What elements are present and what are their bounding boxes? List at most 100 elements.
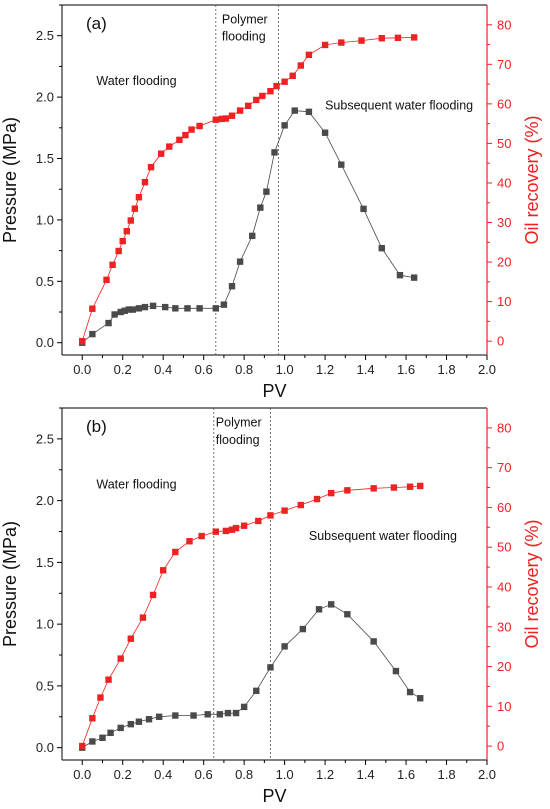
recovery-point	[253, 96, 260, 104]
recovery-point	[417, 482, 424, 490]
recovery-point	[89, 305, 96, 312]
right-tick-label: 80	[497, 420, 511, 435]
right-axis-title: Oil recovery (%)	[522, 519, 542, 648]
pressure-point	[155, 713, 163, 720]
x-tick-label: 2.0	[478, 767, 496, 782]
recovery-point	[313, 495, 321, 503]
recovery-point	[212, 528, 220, 535]
pressure-point	[204, 711, 211, 718]
pressure-point	[291, 107, 298, 114]
pressure-point	[236, 258, 244, 265]
recovery-point	[344, 487, 351, 494]
x-axis-title: PV	[262, 786, 286, 806]
recovery-point	[172, 548, 179, 556]
pressure-point	[240, 703, 248, 711]
pressure-point	[417, 695, 424, 702]
recovery-point	[267, 512, 274, 519]
x-tick-label: 0.6	[195, 767, 213, 782]
pressure-point	[135, 305, 143, 312]
panel-b: 0.0 0.2 0.4 0.6 0.8 1.0 1.2 1.4 1.6 1.8 2.0 0.0 0.5 1…	[0, 407, 542, 806]
recovery-point	[166, 143, 173, 150]
pressure-point	[315, 606, 323, 613]
recovery-point	[127, 635, 135, 642]
recovery-point	[406, 483, 414, 490]
recovery-point	[267, 88, 274, 95]
recovery-point	[135, 194, 143, 201]
left-tick-label: 0.0	[36, 335, 54, 350]
pressure-point	[249, 232, 256, 240]
x-tick-label: 1.8	[437, 362, 455, 377]
recovery-point	[370, 485, 377, 492]
recovery-point	[147, 163, 155, 171]
recovery-point	[273, 82, 280, 90]
recovery-point	[123, 228, 130, 235]
recovery-point	[228, 526, 236, 533]
pressure-point	[299, 625, 307, 633]
pressure-point	[89, 738, 96, 745]
right-tick-label: 60	[497, 500, 511, 515]
pressure-point	[111, 311, 118, 318]
recovery-point	[159, 567, 167, 574]
x-tick-label: 0.8	[235, 362, 253, 377]
pressure-point	[228, 283, 236, 290]
recovery-point	[297, 501, 305, 509]
pressure-point	[257, 204, 264, 211]
x-tick-label: 0.4	[154, 362, 172, 377]
right-tick-label: 70	[497, 460, 511, 475]
left-axis-title: Pressure (MPa)	[0, 117, 20, 243]
left-tick-label: 1.0	[36, 212, 54, 227]
pressure-point	[145, 716, 153, 723]
right-tick-label: 50	[497, 136, 511, 151]
recovery-point	[232, 524, 240, 532]
x-tick-label: 1.4	[357, 362, 375, 377]
pressure-point	[216, 711, 224, 718]
recovery-point	[244, 102, 252, 110]
x-tick-label: 0.0	[73, 362, 91, 377]
recovery-point	[103, 276, 110, 284]
left-tick-label: 1.0	[36, 617, 54, 632]
recovery-point	[394, 34, 402, 42]
left-tick-label: 0.0	[36, 740, 54, 755]
recovery-point	[109, 261, 116, 269]
pressure-point	[141, 303, 149, 311]
recovery-point	[259, 92, 266, 100]
x-tick-label: 1.6	[397, 362, 415, 377]
pressure-point	[263, 188, 270, 195]
recovery-point	[117, 655, 124, 662]
pressure-point	[338, 161, 345, 168]
x-tick-label: 1.2	[316, 362, 334, 377]
recovery-point	[149, 591, 157, 599]
pressure-point	[129, 306, 137, 313]
x-tick-label: 0.6	[195, 362, 213, 377]
recovery-point	[218, 115, 226, 123]
recovery-point	[157, 150, 165, 157]
pressure-point	[370, 638, 377, 645]
left-axis-title: Pressure (MPa)	[0, 521, 20, 647]
left-tick-label: 2.5	[36, 28, 54, 43]
annotation: flooding	[222, 30, 266, 44]
recovery-point	[139, 614, 147, 621]
recovery-point	[105, 676, 112, 683]
recovery-point	[89, 715, 96, 722]
right-tick-label: 30	[497, 215, 511, 230]
recovery-point	[198, 532, 205, 540]
pressure-point	[281, 122, 288, 129]
left-tick-label: 0.5	[36, 678, 54, 693]
x-tick-label: 1.8	[437, 767, 455, 782]
right-axis-title: Oil recovery (%)	[522, 115, 542, 244]
pressure-point	[410, 274, 418, 281]
pressure-point	[396, 271, 404, 279]
recovery-point	[79, 337, 86, 345]
recovery-point	[358, 37, 365, 44]
left-tick-label: 0.5	[36, 274, 54, 289]
annotation: Polymer	[216, 416, 262, 430]
x-tick-label: 1.0	[276, 767, 294, 782]
pressure-point	[162, 303, 169, 311]
right-tick-label: 60	[497, 96, 511, 111]
right-tick-label: 10	[497, 699, 511, 714]
pressure-point	[121, 307, 128, 314]
right-tick-label: 80	[497, 17, 511, 32]
pressure-point	[125, 306, 132, 313]
annotation: Water flooding	[96, 477, 176, 491]
pressure-point	[224, 709, 232, 717]
